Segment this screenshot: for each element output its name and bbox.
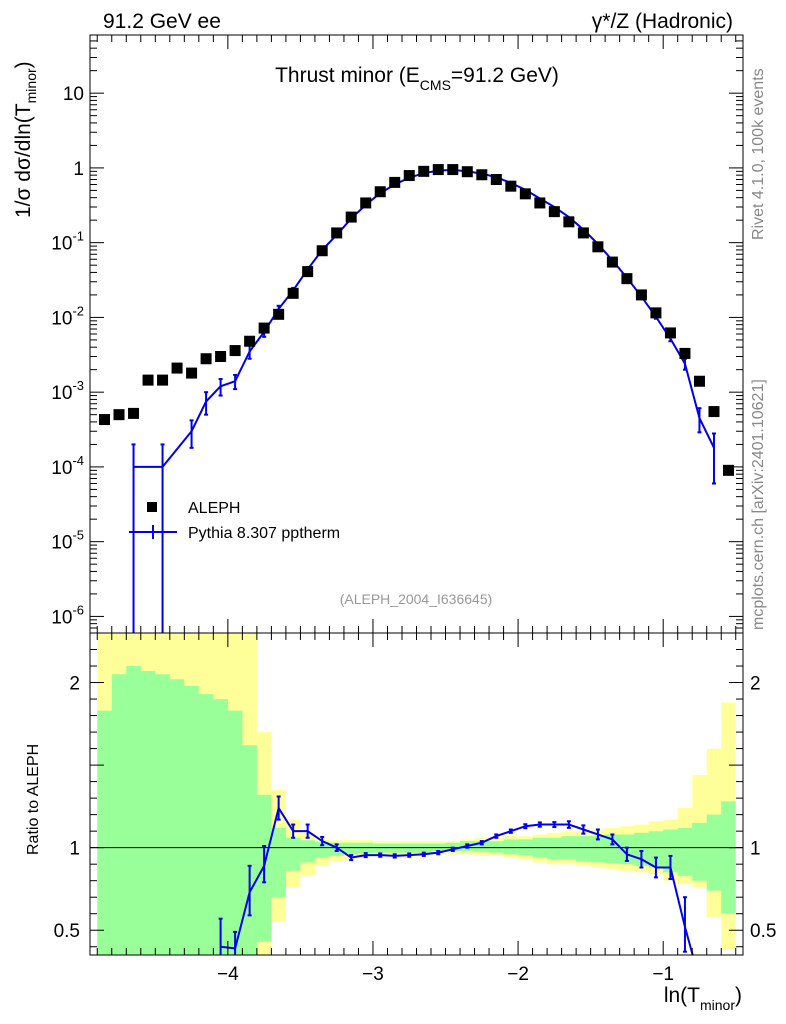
data-point — [693, 375, 705, 387]
data-point — [157, 374, 169, 386]
data-point — [128, 407, 140, 419]
x-tick-label: −4 — [217, 964, 239, 985]
data-point — [650, 307, 662, 319]
x-tick-label: −2 — [507, 964, 529, 985]
data-point — [171, 362, 183, 374]
data-point — [99, 414, 111, 426]
data-point — [258, 322, 270, 334]
data-point — [563, 216, 575, 228]
main-panel: 10-6 10-5 10-4 10-3 10-2 10-1 1 10 Thrust minor… — [12, 34, 744, 634]
data-point — [331, 227, 343, 239]
legend-label-aleph: ALEPH — [188, 500, 240, 517]
data-point — [113, 409, 125, 421]
mc-series — [131, 168, 716, 633]
x-axis-label: ln(Tminor) — [664, 984, 742, 1013]
data-point — [635, 289, 647, 301]
main-panel-frame — [89, 34, 744, 634]
ratio-band-green — [97, 666, 736, 955]
main-ytick-label: 10-4 — [51, 453, 84, 479]
ratio-ylabel: Ratio to ALEPH — [25, 744, 42, 855]
data-point — [403, 170, 415, 182]
data-point — [708, 406, 720, 418]
data-point — [664, 327, 676, 339]
legend-label-pythia: Pythia 8.307 pptherm — [188, 525, 340, 542]
ratio-ytick-label: 1 — [69, 839, 80, 860]
side-label-top: Rivet 4.1.0, 100k events — [750, 68, 767, 240]
ratio-series — [218, 795, 694, 955]
data-point — [389, 176, 401, 188]
data-point — [360, 197, 372, 209]
plot-title: Thrust minor (ECMS=91.2 GeV) — [275, 64, 559, 93]
analysis-annotation: (ALEPH_2004_I636645) — [340, 591, 493, 607]
data-point — [621, 273, 633, 285]
data-point — [302, 266, 314, 278]
main-ytick-label: 10-2 — [51, 303, 84, 329]
data-point — [505, 180, 517, 192]
main-ytick-labels: 10-6 10-5 10-4 10-3 10-2 10-1 1 10 — [51, 84, 84, 628]
main-ytick-label: 10-1 — [51, 229, 84, 255]
data-point — [273, 308, 285, 320]
data-point — [679, 347, 691, 359]
data-point — [418, 165, 430, 177]
x-tick-label: −1 — [652, 964, 674, 985]
main-ytick-label: 10-5 — [51, 528, 84, 554]
data-point — [476, 169, 488, 181]
data-point — [432, 164, 444, 176]
ratio-ytick-label-right: 1 — [750, 839, 761, 860]
data-point — [287, 287, 299, 299]
x-tick-label: −3 — [362, 964, 384, 985]
data-point — [200, 353, 212, 365]
data-point — [461, 166, 473, 178]
data-point — [316, 245, 328, 257]
data-point — [229, 345, 241, 357]
data-point — [345, 211, 357, 223]
header-right-label: γ*/Z (Hadronic) — [592, 10, 733, 33]
ratio-clipped-group — [218, 795, 694, 955]
ratio-ytick-labels: 0.5 0.5 1 1 2 2 — [54, 674, 777, 943]
side-label-bottom: mcplots.cern.ch [arXiv:2401.10621] — [750, 379, 767, 630]
header-left-label: 91.2 GeV ee — [103, 10, 221, 33]
data-point — [722, 464, 734, 476]
data-series — [99, 164, 734, 476]
data-point — [534, 197, 546, 209]
data-point — [244, 335, 256, 347]
legend: ALEPH Pythia 8.307 pptherm — [129, 500, 340, 542]
data-point — [519, 188, 531, 200]
ratio-panel: 0.5 0.5 1 1 2 2 −4 −3 −2 −1 Ratio to ALEPH ln(Tm… — [25, 632, 777, 1013]
legend-marker-aleph — [147, 502, 157, 512]
ratio-ytick-label-right: 0.5 — [750, 921, 776, 942]
x-tick-labels: −4 −3 −2 −1 — [217, 964, 674, 985]
data-point — [447, 164, 459, 176]
main-axis-ticks — [90, 34, 743, 634]
data-point — [548, 206, 560, 218]
ratio-ytick-label: 0.5 — [54, 921, 80, 942]
ratio-bands — [97, 633, 736, 955]
main-ytick-label: 10 — [63, 84, 84, 105]
data-point — [215, 351, 227, 363]
main-ylabel: 1/σ dσ/dln(Tminor) — [12, 61, 39, 218]
ratio-ytick-label: 2 — [69, 674, 80, 695]
main-ytick-label: 10-3 — [51, 378, 84, 404]
data-point — [374, 186, 386, 198]
main-ytick-label: 1 — [73, 159, 84, 180]
data-point — [606, 256, 618, 268]
data-point — [186, 367, 198, 379]
data-point — [577, 227, 589, 239]
data-point — [142, 374, 154, 386]
data-point — [592, 241, 604, 253]
ratio-ytick-label-right: 2 — [750, 674, 761, 695]
data-point — [490, 173, 502, 185]
main-ytick-label: 10-6 — [51, 602, 84, 628]
mc-line — [133, 168, 715, 468]
ratio-axis-ticks — [90, 633, 743, 955]
ratio-line — [220, 805, 694, 955]
